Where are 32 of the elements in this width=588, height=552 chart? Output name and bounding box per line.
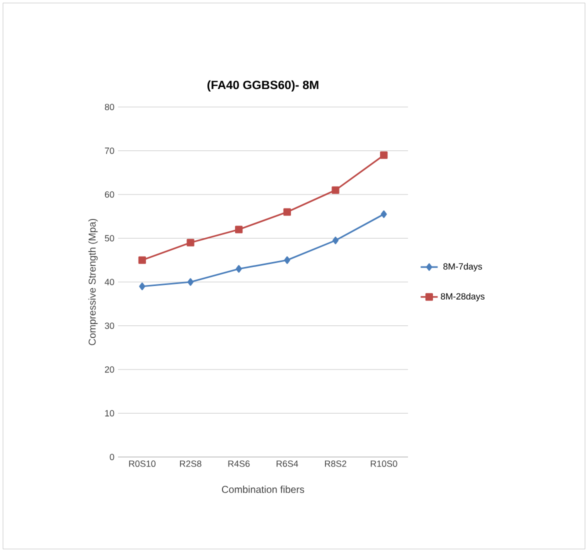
- y-tick-label: 20: [104, 366, 114, 373]
- y-axis-title: Compressive Strength (Mpa): [88, 218, 98, 346]
- y-tick-label: 10: [105, 410, 114, 416]
- point: [138, 256, 146, 264]
- point: [139, 282, 146, 290]
- x-tick-label: R8S2: [325, 460, 346, 467]
- point: [186, 238, 194, 246]
- point: [332, 186, 340, 194]
- x-tick-label: R0S10: [129, 460, 156, 467]
- y-tick-label: 0: [110, 454, 114, 460]
- x-tick-label: R6S4: [276, 460, 298, 467]
- x-tick-label: R4S6: [228, 460, 250, 467]
- legend-label: 8M-28days: [440, 292, 484, 302]
- y-tick-label: 70: [104, 148, 114, 154]
- y-tick-label: 80: [104, 104, 114, 110]
- chart-title: (FA40 GGBS60)- 8M: [207, 80, 318, 92]
- x-tick-label: R10S0: [370, 460, 398, 467]
- point: [187, 278, 194, 286]
- point: [236, 265, 242, 273]
- y-tick-label: 60: [104, 191, 114, 198]
- point: [284, 256, 290, 264]
- point: [380, 210, 387, 218]
- point: [235, 226, 243, 234]
- point: [380, 151, 388, 159]
- x-axis-title: Combination fibers: [222, 486, 304, 493]
- x-tick-label: R2S8: [180, 460, 202, 467]
- y-tick-label: 50: [104, 235, 114, 242]
- point: [332, 236, 339, 244]
- y-tick-label: 30: [104, 322, 114, 329]
- y-tick-label: 40: [104, 278, 114, 286]
- point: [283, 208, 291, 216]
- legend-label: 8M-7days: [443, 263, 482, 272]
